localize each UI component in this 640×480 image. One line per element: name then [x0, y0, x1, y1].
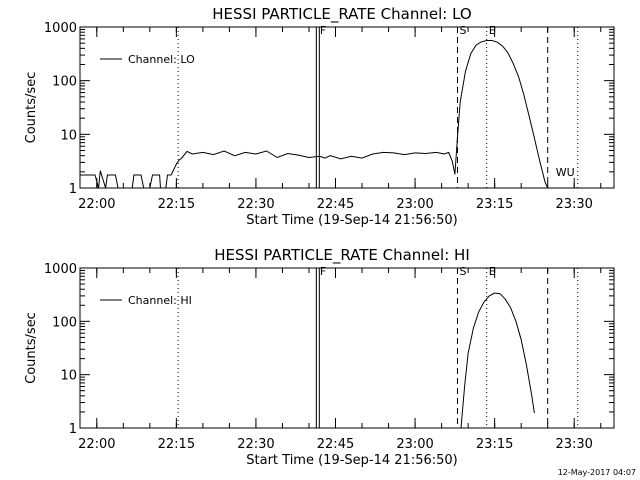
panel-hi: HESSI PARTICLE_RATE Channel: HI 1 10 100 100… — [24, 246, 615, 468]
x-tick-label-lo: 22:30 — [237, 197, 274, 212]
panel-lo: HESSI PARTICLE_RATE Channel: LO 1 10 100 100… — [24, 5, 615, 228]
y-axis-label-lo: Counts/sec — [24, 72, 39, 144]
marker-label-f-hi: F — [320, 265, 326, 278]
x-tick-label-hi: 22:00 — [78, 437, 115, 452]
y-axis-label-hi: Counts/sec — [24, 312, 39, 384]
marker-label-f-lo: F — [320, 24, 326, 37]
x-tick-label-lo: 23:00 — [396, 197, 433, 212]
marker-label-s-hi: S — [460, 265, 467, 278]
plot-frame-lo — [79, 26, 615, 189]
series-line-hi — [460, 292, 535, 429]
plot-frame-hi — [79, 267, 615, 429]
legend-label-hi: Channel: HI — [128, 294, 192, 307]
x-tick-label-lo: 22:00 — [78, 197, 115, 212]
x-tick-label-lo: 23:15 — [476, 197, 513, 212]
x-tick-label-lo: 23:30 — [555, 197, 592, 212]
marker-label-wu-lo: WU — [556, 166, 575, 179]
marker-label-e-lo: E — [489, 24, 496, 37]
y-tick-label-lo: 10 — [60, 128, 77, 143]
legend-label-lo: Channel: LO — [128, 53, 195, 66]
x-tick-label-lo: 22:45 — [317, 197, 354, 212]
x-tick-label-hi: 22:15 — [158, 437, 195, 452]
x-axis-label-lo: Start Time (19-Sep-14 21:56:50) — [246, 213, 457, 228]
y-tick-label-hi: 1 — [69, 422, 77, 437]
chart-title-lo: HESSI PARTICLE_RATE Channel: LO — [212, 5, 471, 24]
y-tick-label-lo: 1000 — [44, 21, 77, 36]
series-line-lo — [80, 40, 549, 189]
chart-title-hi: HESSI PARTICLE_RATE Channel: HI — [214, 246, 470, 265]
y-tick-label-lo: 1 — [69, 182, 77, 197]
x-tick-label-hi: 23:30 — [555, 437, 592, 452]
marker-label-e-hi: E — [489, 265, 496, 278]
footer-timestamp: 12-May-2017 04:07 — [558, 468, 636, 477]
y-tick-label-hi: 1000 — [44, 262, 77, 277]
y-tick-label-hi: 10 — [60, 369, 77, 384]
x-tick-label-hi: 23:15 — [476, 437, 513, 452]
x-tick-label-hi: 22:45 — [317, 437, 354, 452]
x-tick-label-hi: 22:30 — [237, 437, 274, 452]
x-axis-label-hi: Start Time (19-Sep-14 21:56:50) — [246, 453, 457, 468]
marker-label-s-lo: S — [460, 24, 467, 37]
x-tick-label-lo: 22:15 — [158, 197, 195, 212]
y-tick-label-hi: 100 — [52, 315, 77, 330]
y-tick-label-lo: 100 — [52, 75, 77, 90]
x-tick-label-hi: 23:00 — [396, 437, 433, 452]
